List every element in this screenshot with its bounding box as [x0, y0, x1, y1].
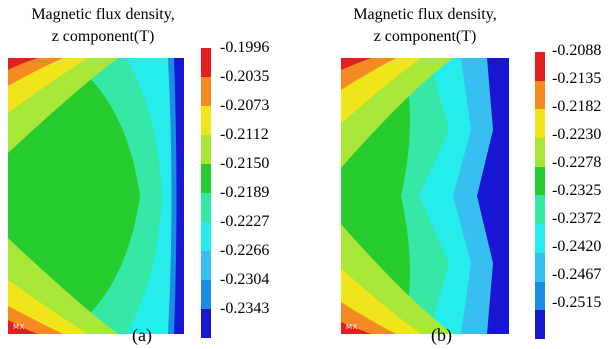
- colorbar-label: -0.2088: [552, 42, 602, 59]
- logo-mx: MX: [13, 323, 25, 331]
- colorbar-segment: [201, 106, 211, 135]
- caption-a: (a): [132, 325, 152, 345]
- colorbar-label: -0.2150: [220, 155, 270, 172]
- colorbar-label: -0.2035: [220, 68, 270, 85]
- colorbar-label: -0.2343: [220, 300, 270, 317]
- colorbar-segment: [535, 310, 545, 339]
- panel-b: Magnetic flux density, z component(T) MX…: [305, 0, 610, 349]
- colorbar-segment: [535, 109, 545, 139]
- colorbar-label: -0.1996: [220, 39, 270, 56]
- colorbar-segment: [201, 280, 211, 309]
- colorbar-segment: [201, 309, 211, 338]
- colorbar-segment: [535, 166, 545, 196]
- logo-mx: MX: [346, 323, 358, 331]
- colorbar-label: -0.2182: [552, 98, 602, 115]
- colorbar-label: -0.2278: [552, 154, 602, 171]
- colorbar-segment: [535, 195, 545, 225]
- colorbar-segment: [535, 52, 545, 81]
- title-line-1: Magnetic flux density,: [353, 6, 497, 23]
- colorbar-segment: [201, 222, 211, 251]
- colorbar-label: -0.2304: [220, 271, 270, 288]
- colorbar-label: -0.2135: [552, 70, 602, 87]
- colorbar-label: -0.2372: [552, 210, 602, 227]
- colorbar-segment: [535, 281, 545, 311]
- colorbar-a: [201, 48, 211, 338]
- title-line-2: z component(T): [373, 28, 477, 45]
- colorbar-segment: [535, 138, 545, 167]
- colorbar-segment: [201, 164, 211, 193]
- colorbar-label: -0.2227: [220, 213, 270, 230]
- panel-a: Magnetic flux density, z component(T) MX: [0, 4, 270, 345]
- contour-plot-a: MX: [8, 58, 184, 334]
- plot-title: Magnetic flux density, z component(T): [0, 4, 206, 48]
- colorbar-b: [535, 52, 545, 339]
- colorbar-segment: [535, 80, 545, 110]
- colorbar-segment: [201, 193, 211, 222]
- contour-plot-b: MX: [341, 58, 509, 334]
- colorbar-label: -0.2420: [552, 238, 602, 255]
- plot-title: Magnetic flux density, z component(T): [320, 4, 530, 48]
- colorbar-label: -0.2073: [220, 97, 270, 114]
- colorbar-label: -0.2467: [552, 266, 602, 283]
- colorbar-label: -0.2189: [220, 184, 270, 201]
- colorbar-segment: [201, 77, 211, 106]
- colorbar-segment: [201, 251, 211, 280]
- colorbar-label: -0.2325: [552, 182, 602, 199]
- colorbar-segment: [201, 135, 211, 164]
- title-line-1: Magnetic flux density,: [31, 6, 175, 23]
- colorbar-label: -0.2515: [552, 294, 602, 311]
- colorbar-segment: [535, 224, 545, 253]
- title-line-2: z component(T): [51, 28, 155, 45]
- colorbar-label: -0.2266: [220, 242, 270, 259]
- caption-b: (b): [431, 325, 452, 345]
- colorbar-segment: [201, 48, 211, 77]
- colorbar-label: -0.2230: [552, 126, 602, 143]
- colorbar-segment: [535, 252, 545, 282]
- colorbar-label: -0.2112: [220, 126, 269, 143]
